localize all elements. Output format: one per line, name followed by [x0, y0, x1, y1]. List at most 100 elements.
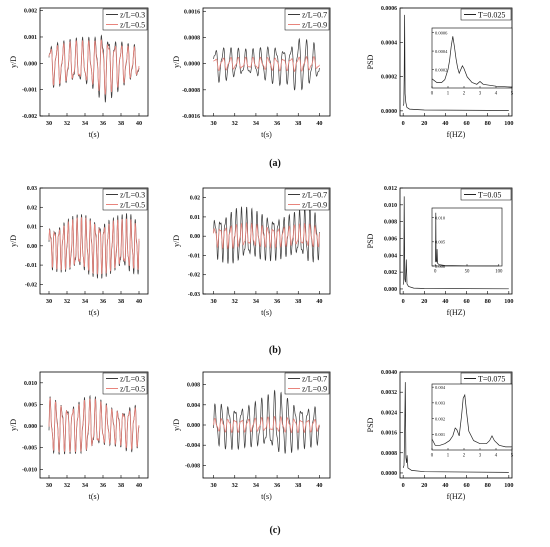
panel-label-a: (a): [269, 158, 281, 169]
x-tick-label: 38: [118, 482, 124, 489]
x-tick-label: 32: [232, 298, 238, 305]
x-tick-label: 36: [274, 298, 280, 305]
x-tick-label: 40: [316, 120, 322, 127]
series-line-0-1-1: [213, 55, 320, 72]
inset-x-tick-label: 5: [511, 92, 514, 97]
y-tick-label: 0.00: [190, 234, 200, 240]
y-tick-label: -0.0016: [182, 114, 200, 120]
y-tick-label: 0.0000: [184, 62, 200, 68]
series-line-0-2-0: [402, 14, 509, 111]
y-axis-label: PSD: [366, 54, 375, 69]
y-tick-label: 0.000: [187, 423, 200, 429]
y-tick-label: -0.001: [22, 88, 37, 94]
y-tick-label: 0.02: [190, 196, 200, 202]
y-tick-label: 0.002: [24, 9, 37, 15]
x-tick-label: 100: [504, 120, 513, 127]
y-tick-label: 0.000: [24, 424, 37, 430]
inset-frame: [431, 383, 513, 451]
inset-x-tick-label: 1: [447, 454, 450, 459]
series-line-0-0-1: [48, 39, 140, 95]
y-tick-label: 0.0004: [381, 40, 397, 46]
x-tick-label: 32: [232, 482, 238, 489]
x-tick-label: 30: [46, 120, 52, 127]
legend-entry: T=0.075: [478, 375, 505, 384]
plot-frame: [39, 371, 149, 479]
x-tick-label: 30: [46, 298, 52, 305]
x-tick-label: 80: [485, 120, 491, 127]
legend-entry: T=0.05: [478, 191, 501, 200]
y-tick-label: 0.0016: [184, 9, 200, 15]
inset-frame: [431, 27, 513, 89]
y-tick-label: -0.010: [22, 467, 37, 473]
x-tick-label: 30: [210, 120, 216, 127]
inset-y-tick-label: 0.004: [435, 385, 446, 390]
x-tick-label: 0: [402, 120, 405, 127]
y-tick-label: 0.010: [384, 203, 397, 209]
inset-x-tick-label: 1: [447, 92, 450, 97]
series-line-2-2-0: [402, 382, 509, 473]
legend-box: [460, 8, 512, 21]
plot-frame: [39, 7, 149, 117]
x-tick-label: 40: [136, 298, 142, 305]
x-axis-label: t(s): [89, 492, 100, 501]
x-tick-label: 0: [402, 298, 405, 305]
y-tick-label: 0.006: [384, 236, 397, 242]
legend-entry: z/L=0.3: [120, 11, 145, 20]
y-tick-label: 0.005: [24, 402, 37, 408]
y-tick-label: 0.01: [27, 225, 37, 231]
series-line-1-1-1: [213, 221, 320, 250]
x-tick-label: 34: [253, 482, 259, 489]
x-tick-label: 30: [210, 482, 216, 489]
x-tick-label: 40: [442, 120, 448, 127]
inset-chart: 0 1 2 3 4 5 0.0002 0.0004 0.0006: [431, 27, 514, 97]
legend-entry: z/L=0.5: [120, 201, 145, 210]
x-tick-label: 34: [253, 298, 259, 305]
x-tick-label: 60: [463, 482, 469, 489]
y-tick-label: 0.0000: [381, 109, 397, 115]
x-tick-label: 34: [82, 482, 88, 489]
x-axis-label: t(s): [89, 308, 100, 317]
x-tick-label: 20: [421, 120, 427, 127]
x-tick-label: 38: [118, 298, 124, 305]
legend-entry: z/L=0.7: [302, 375, 327, 384]
inset-x-tick-label: 4: [495, 92, 498, 97]
x-tick-label: 40: [316, 298, 322, 305]
inset-series-line: [431, 36, 513, 88]
inset-series-line: [431, 393, 512, 448]
y-axis-label: y/D: [9, 235, 18, 247]
y-tick-label: 0.0016: [381, 431, 397, 437]
y-tick-label: 0.0032: [381, 390, 397, 396]
x-tick-label: 38: [295, 482, 301, 489]
y-tick-label: 0.008: [187, 383, 200, 389]
inset-chart: 0 1 2 3 4 5 0.001 0.002 0.003 0.004: [431, 383, 514, 459]
x-tick-label: 60: [463, 298, 469, 305]
y-tick-label: -0.03: [188, 292, 200, 298]
x-axis-label: f(HZ): [447, 308, 466, 317]
inset-x-tick-label: 0: [431, 92, 434, 97]
legend: T=0.05: [460, 188, 512, 201]
y-axis-label: y/D: [9, 56, 18, 68]
legend-entry: z/L=0.7: [302, 191, 327, 200]
panel-label-b: (b): [268, 345, 282, 356]
x-tick-label: 36: [274, 482, 280, 489]
legend-entry: z/L=0.3: [120, 191, 145, 200]
chart-2-1: 30 32 34 36 38 40 -0.008 -0.004 0.000 0.004 0.008 t…: [172, 371, 331, 501]
y-axis-label: y/D: [9, 419, 18, 431]
inset-x-tick-label: 3: [479, 92, 482, 97]
x-tick-label: 80: [485, 298, 491, 305]
chart-0-1: 30 32 34 36 38 40 -0.0016 -0.0008 0.0000 0.0008 0.…: [172, 7, 331, 139]
plot-frame: [399, 187, 513, 295]
x-tick-label: 34: [253, 120, 259, 127]
y-tick-label: 0.0006: [381, 6, 397, 12]
y-tick-label: 0.008: [384, 220, 397, 226]
y-tick-label: 0.000: [24, 61, 37, 67]
inset-y-tick-label: 0.003: [435, 401, 446, 406]
x-axis-label: f(HZ): [447, 492, 466, 501]
legend-entry: z/L=0.5: [120, 21, 145, 30]
panel-label-c: (c): [269, 525, 281, 536]
y-tick-label: -0.01: [188, 253, 200, 259]
series-line-1-0-1: [48, 217, 140, 275]
chart-1-1: 30 32 34 36 38 40 -0.03 -0.02 -0.01 0.00 0.01 0.02 t…: [172, 187, 331, 317]
